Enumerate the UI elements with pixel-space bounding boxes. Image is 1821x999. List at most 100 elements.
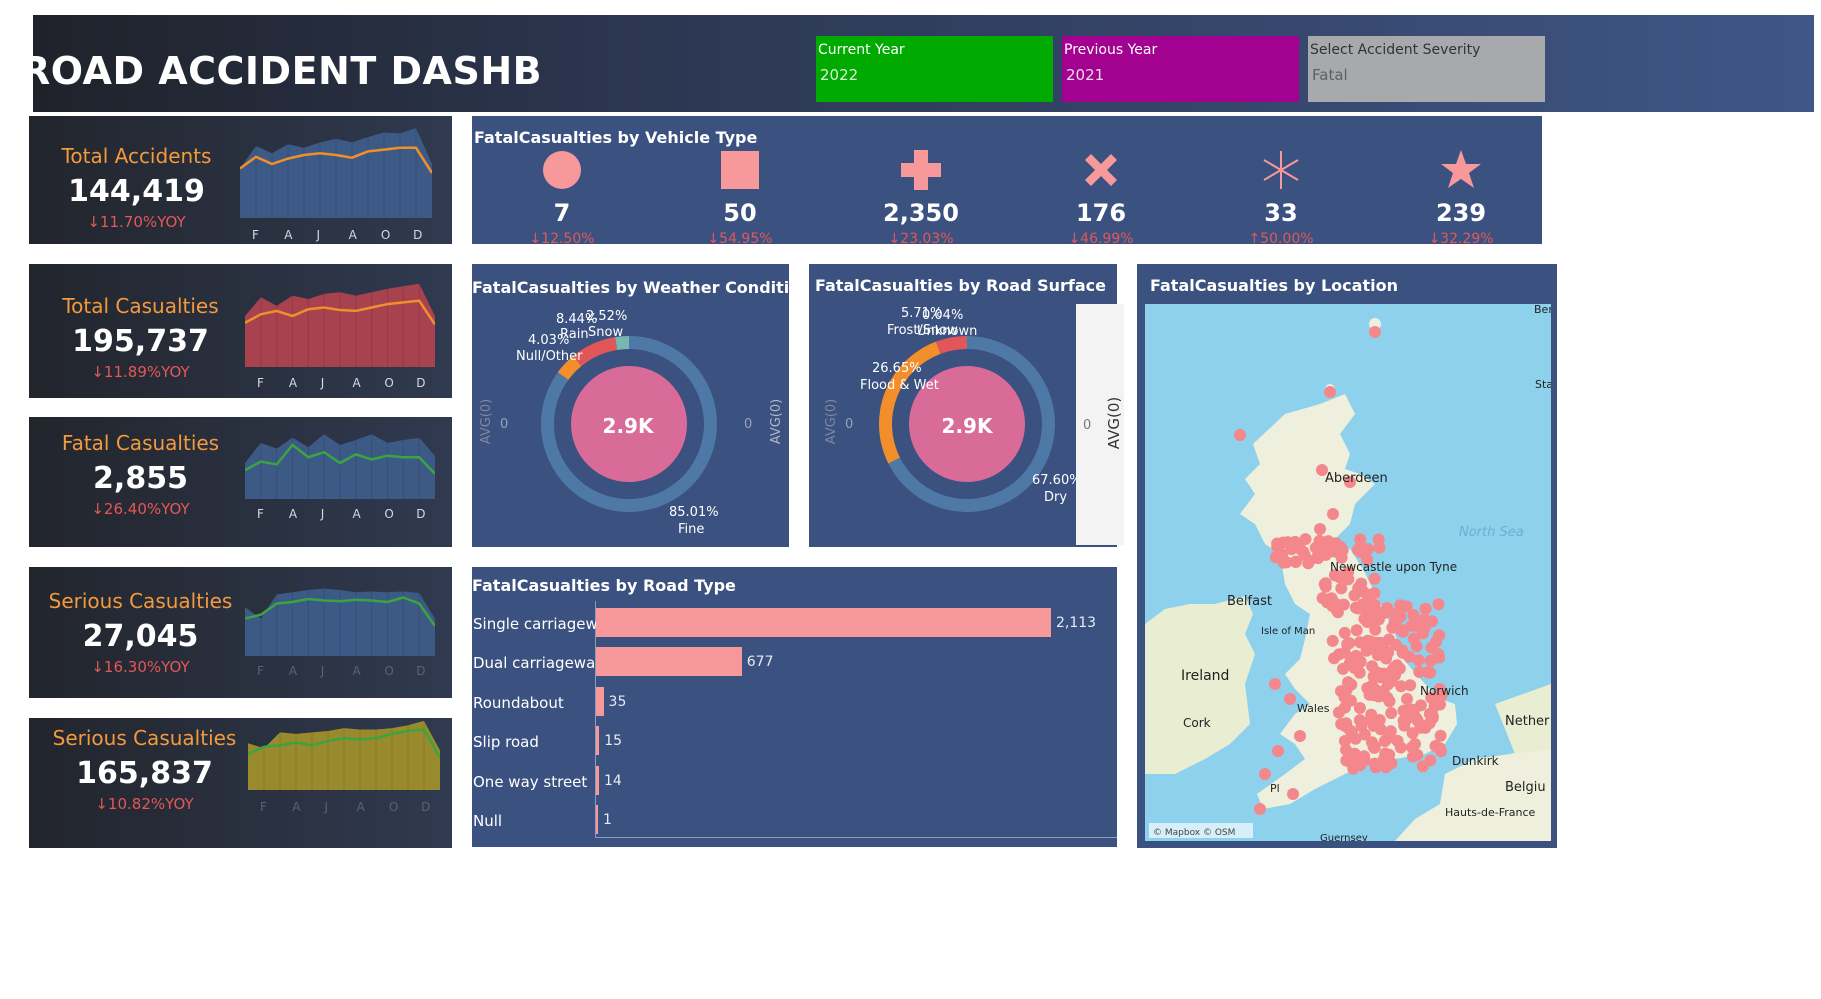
kpi-sparkline[interactable] — [245, 427, 435, 499]
map-point[interactable] — [1377, 753, 1390, 766]
map-point[interactable] — [1294, 543, 1307, 556]
map-point[interactable] — [1364, 713, 1377, 726]
map-point[interactable] — [1327, 508, 1339, 520]
map-point[interactable] — [1324, 386, 1336, 398]
map-point[interactable] — [1294, 730, 1306, 742]
map-point[interactable] — [1337, 598, 1350, 611]
filter-previous-year-value[interactable]: 2021 — [1066, 66, 1105, 84]
surface-donut[interactable] — [809, 264, 1117, 547]
map-point[interactable] — [1372, 533, 1385, 546]
map-point[interactable] — [1358, 750, 1371, 763]
map-point[interactable] — [1348, 661, 1361, 674]
map-point[interactable] — [1389, 608, 1401, 621]
map-point[interactable] — [1326, 634, 1339, 647]
map-point[interactable] — [1274, 537, 1287, 550]
map-point[interactable] — [1342, 573, 1355, 586]
map-point[interactable] — [1391, 663, 1404, 676]
vehicle-type-item[interactable]: 239 ↓32.29% — [1401, 193, 1521, 247]
map-point[interactable] — [1353, 714, 1366, 727]
map-point[interactable] — [1407, 750, 1419, 763]
map-point[interactable] — [1424, 654, 1437, 667]
filter-previous-year[interactable]: Previous Year 2021 — [1062, 36, 1299, 102]
donut-segment[interactable] — [879, 341, 941, 464]
map-point[interactable] — [1341, 638, 1354, 651]
map-point[interactable] — [1350, 649, 1363, 662]
map-point[interactable] — [1369, 623, 1382, 636]
road-type-bar[interactable] — [596, 686, 604, 716]
vehicle-type-item[interactable]: 176 ↓46.99% — [1041, 193, 1161, 247]
map-point[interactable] — [1366, 660, 1379, 673]
vehicle-type-item[interactable]: 2,350 ↓23.03% — [861, 193, 981, 247]
uk-map[interactable]: Aberdeen Newcastle upon Tyne Belfast Isl… — [1145, 304, 1551, 841]
map-point[interactable] — [1414, 699, 1427, 712]
location-map[interactable]: Aberdeen Newcastle upon Tyne Belfast Isl… — [1145, 304, 1551, 841]
map-point[interactable] — [1254, 803, 1266, 815]
kpi-sparkline[interactable] — [240, 128, 432, 218]
donut-segment[interactable] — [557, 356, 582, 380]
donut-segment[interactable] — [573, 337, 618, 367]
map-point[interactable] — [1419, 602, 1432, 615]
map-point[interactable] — [1287, 788, 1299, 800]
map-point[interactable] — [1302, 557, 1315, 570]
map-point[interactable] — [1358, 545, 1370, 557]
map-attribution[interactable]: © Mapbox © OSM — [1153, 828, 1235, 838]
map-point[interactable] — [1313, 534, 1326, 547]
filter-accident-severity[interactable]: Select Accident Severity Fatal — [1308, 36, 1545, 102]
road-type-bar[interactable] — [596, 608, 1051, 637]
map-point[interactable] — [1383, 695, 1396, 708]
map-point[interactable] — [1412, 654, 1425, 667]
map-point[interactable] — [1381, 732, 1394, 745]
map-point[interactable] — [1404, 679, 1417, 692]
map-point[interactable] — [1314, 523, 1326, 535]
map-point[interactable] — [1391, 734, 1404, 747]
kpi-sparkline[interactable] — [245, 581, 435, 656]
map-point[interactable] — [1353, 702, 1366, 714]
map-point[interactable] — [1259, 768, 1271, 780]
map-point[interactable] — [1373, 714, 1386, 726]
map-point[interactable] — [1388, 617, 1401, 630]
map-point[interactable] — [1395, 680, 1408, 693]
map-point[interactable] — [1396, 646, 1409, 659]
map-point[interactable] — [1338, 735, 1351, 747]
map-point[interactable] — [1284, 693, 1296, 705]
map-point[interactable] — [1413, 666, 1426, 678]
map-point[interactable] — [1299, 533, 1312, 546]
map-point[interactable] — [1410, 712, 1423, 725]
map-point[interactable] — [1340, 754, 1353, 767]
map-point[interactable] — [1385, 707, 1398, 720]
map-point[interactable] — [1347, 762, 1360, 775]
filter-current-year[interactable]: Current Year 2022 — [816, 36, 1053, 102]
vehicle-type-item[interactable]: 50 ↓54.95% — [680, 193, 800, 247]
map-point[interactable] — [1340, 717, 1353, 730]
map-point[interactable] — [1432, 648, 1445, 661]
map-point[interactable] — [1368, 572, 1381, 585]
road-type-bar[interactable] — [596, 765, 599, 795]
map-point[interactable] — [1350, 624, 1363, 637]
map-point[interactable] — [1371, 649, 1384, 661]
road-type-bar[interactable] — [596, 647, 742, 677]
map-point[interactable] — [1269, 678, 1281, 690]
filter-severity-value[interactable]: Fatal — [1312, 66, 1348, 84]
map-point[interactable] — [1349, 750, 1362, 763]
map-point[interactable] — [1359, 639, 1372, 652]
map-point[interactable] — [1418, 613, 1431, 626]
map-point[interactable] — [1372, 606, 1385, 619]
map-point[interactable] — [1342, 676, 1354, 689]
vehicle-type-item[interactable]: 7 ↓12.50% — [502, 193, 622, 247]
map-point[interactable] — [1376, 637, 1389, 650]
map-point[interactable] — [1335, 582, 1348, 595]
map-point[interactable] — [1423, 707, 1436, 720]
map-point[interactable] — [1416, 627, 1429, 640]
map-point[interactable] — [1397, 625, 1409, 638]
map-point[interactable] — [1311, 550, 1324, 563]
map-point[interactable] — [1382, 646, 1394, 659]
map-point[interactable] — [1408, 611, 1421, 624]
map-point[interactable] — [1368, 740, 1381, 753]
map-point[interactable] — [1374, 671, 1387, 684]
map-point[interactable] — [1328, 652, 1341, 665]
map-point[interactable] — [1407, 632, 1420, 645]
filter-current-year-value[interactable]: 2022 — [820, 66, 859, 84]
map-point[interactable] — [1421, 666, 1434, 679]
road-type-bar[interactable] — [596, 805, 598, 834]
map-point[interactable] — [1349, 732, 1362, 745]
